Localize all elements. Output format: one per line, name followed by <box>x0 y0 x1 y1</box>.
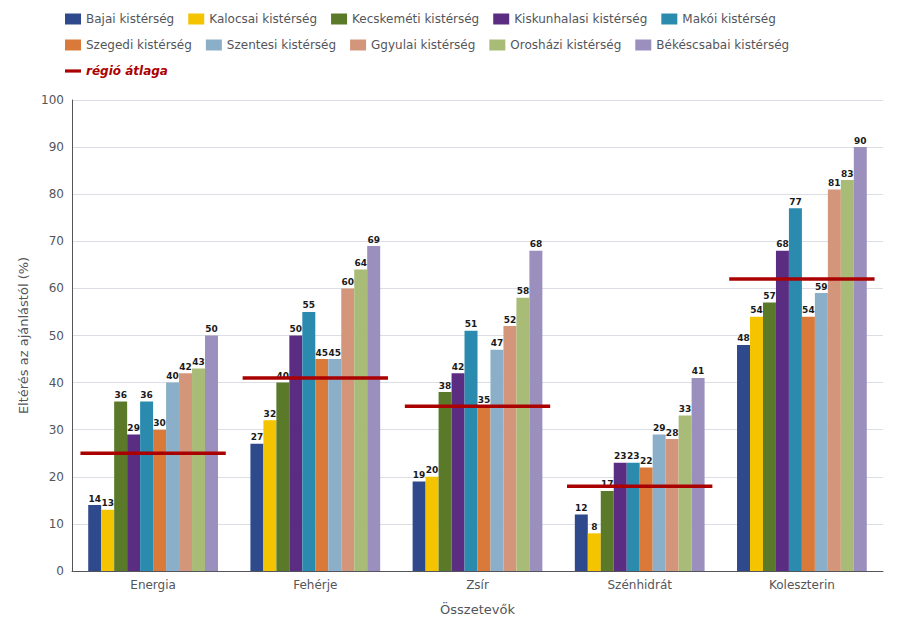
svg-text:52: 52 <box>504 315 517 325</box>
svg-text:36: 36 <box>140 390 153 400</box>
svg-text:50: 50 <box>290 324 303 334</box>
svg-text:54: 54 <box>750 305 763 315</box>
svg-text:Szentesi kistérség: Szentesi kistérség <box>227 38 336 52</box>
svg-text:Szegedi kistérség: Szegedi kistérség <box>86 38 192 52</box>
svg-text:17: 17 <box>601 479 614 490</box>
svg-text:0: 0 <box>56 564 64 578</box>
svg-text:Kecskeméti kistérség: Kecskeméti kistérség <box>352 12 479 26</box>
svg-text:68: 68 <box>530 239 543 249</box>
svg-text:Fehérje: Fehérje <box>293 578 337 592</box>
svg-text:32: 32 <box>264 409 277 419</box>
svg-text:Kiskunhalasi kistérség: Kiskunhalasi kistérség <box>514 12 647 26</box>
svg-text:29: 29 <box>653 423 666 433</box>
svg-text:68: 68 <box>776 239 789 249</box>
svg-text:30: 30 <box>153 418 166 428</box>
svg-text:Kalocsai kistérség: Kalocsai kistérség <box>209 12 317 26</box>
svg-text:Összetevők: Összetevők <box>440 601 515 617</box>
svg-text:80: 80 <box>49 187 64 201</box>
svg-text:59: 59 <box>815 282 828 292</box>
svg-text:8: 8 <box>591 522 597 532</box>
svg-text:40: 40 <box>276 371 290 382</box>
svg-text:Makói kistérség: Makói kistérség <box>682 12 776 26</box>
svg-text:10: 10 <box>49 517 64 531</box>
svg-text:54: 54 <box>802 305 815 315</box>
svg-text:40: 40 <box>166 371 179 381</box>
svg-text:55: 55 <box>303 300 316 310</box>
svg-text:50: 50 <box>49 329 64 343</box>
svg-text:45: 45 <box>316 348 329 358</box>
svg-text:33: 33 <box>679 404 692 414</box>
svg-text:14: 14 <box>88 494 101 504</box>
svg-text:51: 51 <box>465 319 478 329</box>
svg-text:42: 42 <box>452 362 465 372</box>
svg-text:Zsír: Zsír <box>466 578 489 592</box>
svg-text:Energia: Energia <box>130 578 176 592</box>
svg-text:57: 57 <box>763 291 776 301</box>
svg-text:42: 42 <box>179 362 192 372</box>
svg-text:77: 77 <box>789 197 802 207</box>
svg-text:90: 90 <box>854 136 867 146</box>
svg-text:38: 38 <box>439 381 452 391</box>
svg-text:36: 36 <box>114 390 127 400</box>
svg-text:12: 12 <box>575 503 588 513</box>
svg-text:23: 23 <box>614 451 627 461</box>
svg-text:23: 23 <box>627 451 640 461</box>
svg-text:40: 40 <box>49 376 64 390</box>
svg-text:50: 50 <box>205 324 218 334</box>
svg-text:81: 81 <box>828 178 841 188</box>
svg-text:Orosházi kistérség: Orosházi kistérség <box>510 38 621 52</box>
svg-text:70: 70 <box>49 234 64 248</box>
svg-text:58: 58 <box>517 286 530 296</box>
svg-text:Ggyulai kistérség: Ggyulai kistérség <box>371 38 475 52</box>
svg-text:Békéscsabai kistérség: Békéscsabai kistérség <box>656 38 789 52</box>
svg-text:60: 60 <box>341 277 354 287</box>
svg-text:20: 20 <box>426 465 439 475</box>
svg-text:35: 35 <box>478 395 491 405</box>
svg-text:41: 41 <box>692 366 705 376</box>
svg-text:30: 30 <box>49 423 64 437</box>
svg-text:Eltérés az ajánlástól (%): Eltérés az ajánlástól (%) <box>16 257 31 414</box>
svg-text:60: 60 <box>49 281 64 295</box>
svg-text:45: 45 <box>328 348 341 358</box>
svg-text:27: 27 <box>251 432 264 442</box>
svg-text:28: 28 <box>666 428 679 438</box>
svg-text:69: 69 <box>367 235 380 245</box>
svg-text:64: 64 <box>354 258 367 268</box>
svg-text:Bajai kistérség: Bajai kistérség <box>86 12 174 26</box>
svg-text:48: 48 <box>737 333 750 343</box>
svg-text:43: 43 <box>192 357 205 367</box>
svg-text:Szénhidrát: Szénhidrát <box>607 578 672 592</box>
svg-text:19: 19 <box>413 470 426 480</box>
svg-text:83: 83 <box>841 169 854 179</box>
svg-text:90: 90 <box>49 140 64 154</box>
svg-text:47: 47 <box>491 338 504 348</box>
svg-text:Koleszterin: Koleszterin <box>769 578 835 592</box>
svg-text:29: 29 <box>127 423 140 433</box>
svg-text:22: 22 <box>640 456 653 466</box>
svg-text:13: 13 <box>101 498 114 508</box>
svg-text:20: 20 <box>49 470 64 484</box>
svg-text:régió átlaga: régió átlaga <box>86 64 168 78</box>
svg-text:100: 100 <box>41 93 64 107</box>
